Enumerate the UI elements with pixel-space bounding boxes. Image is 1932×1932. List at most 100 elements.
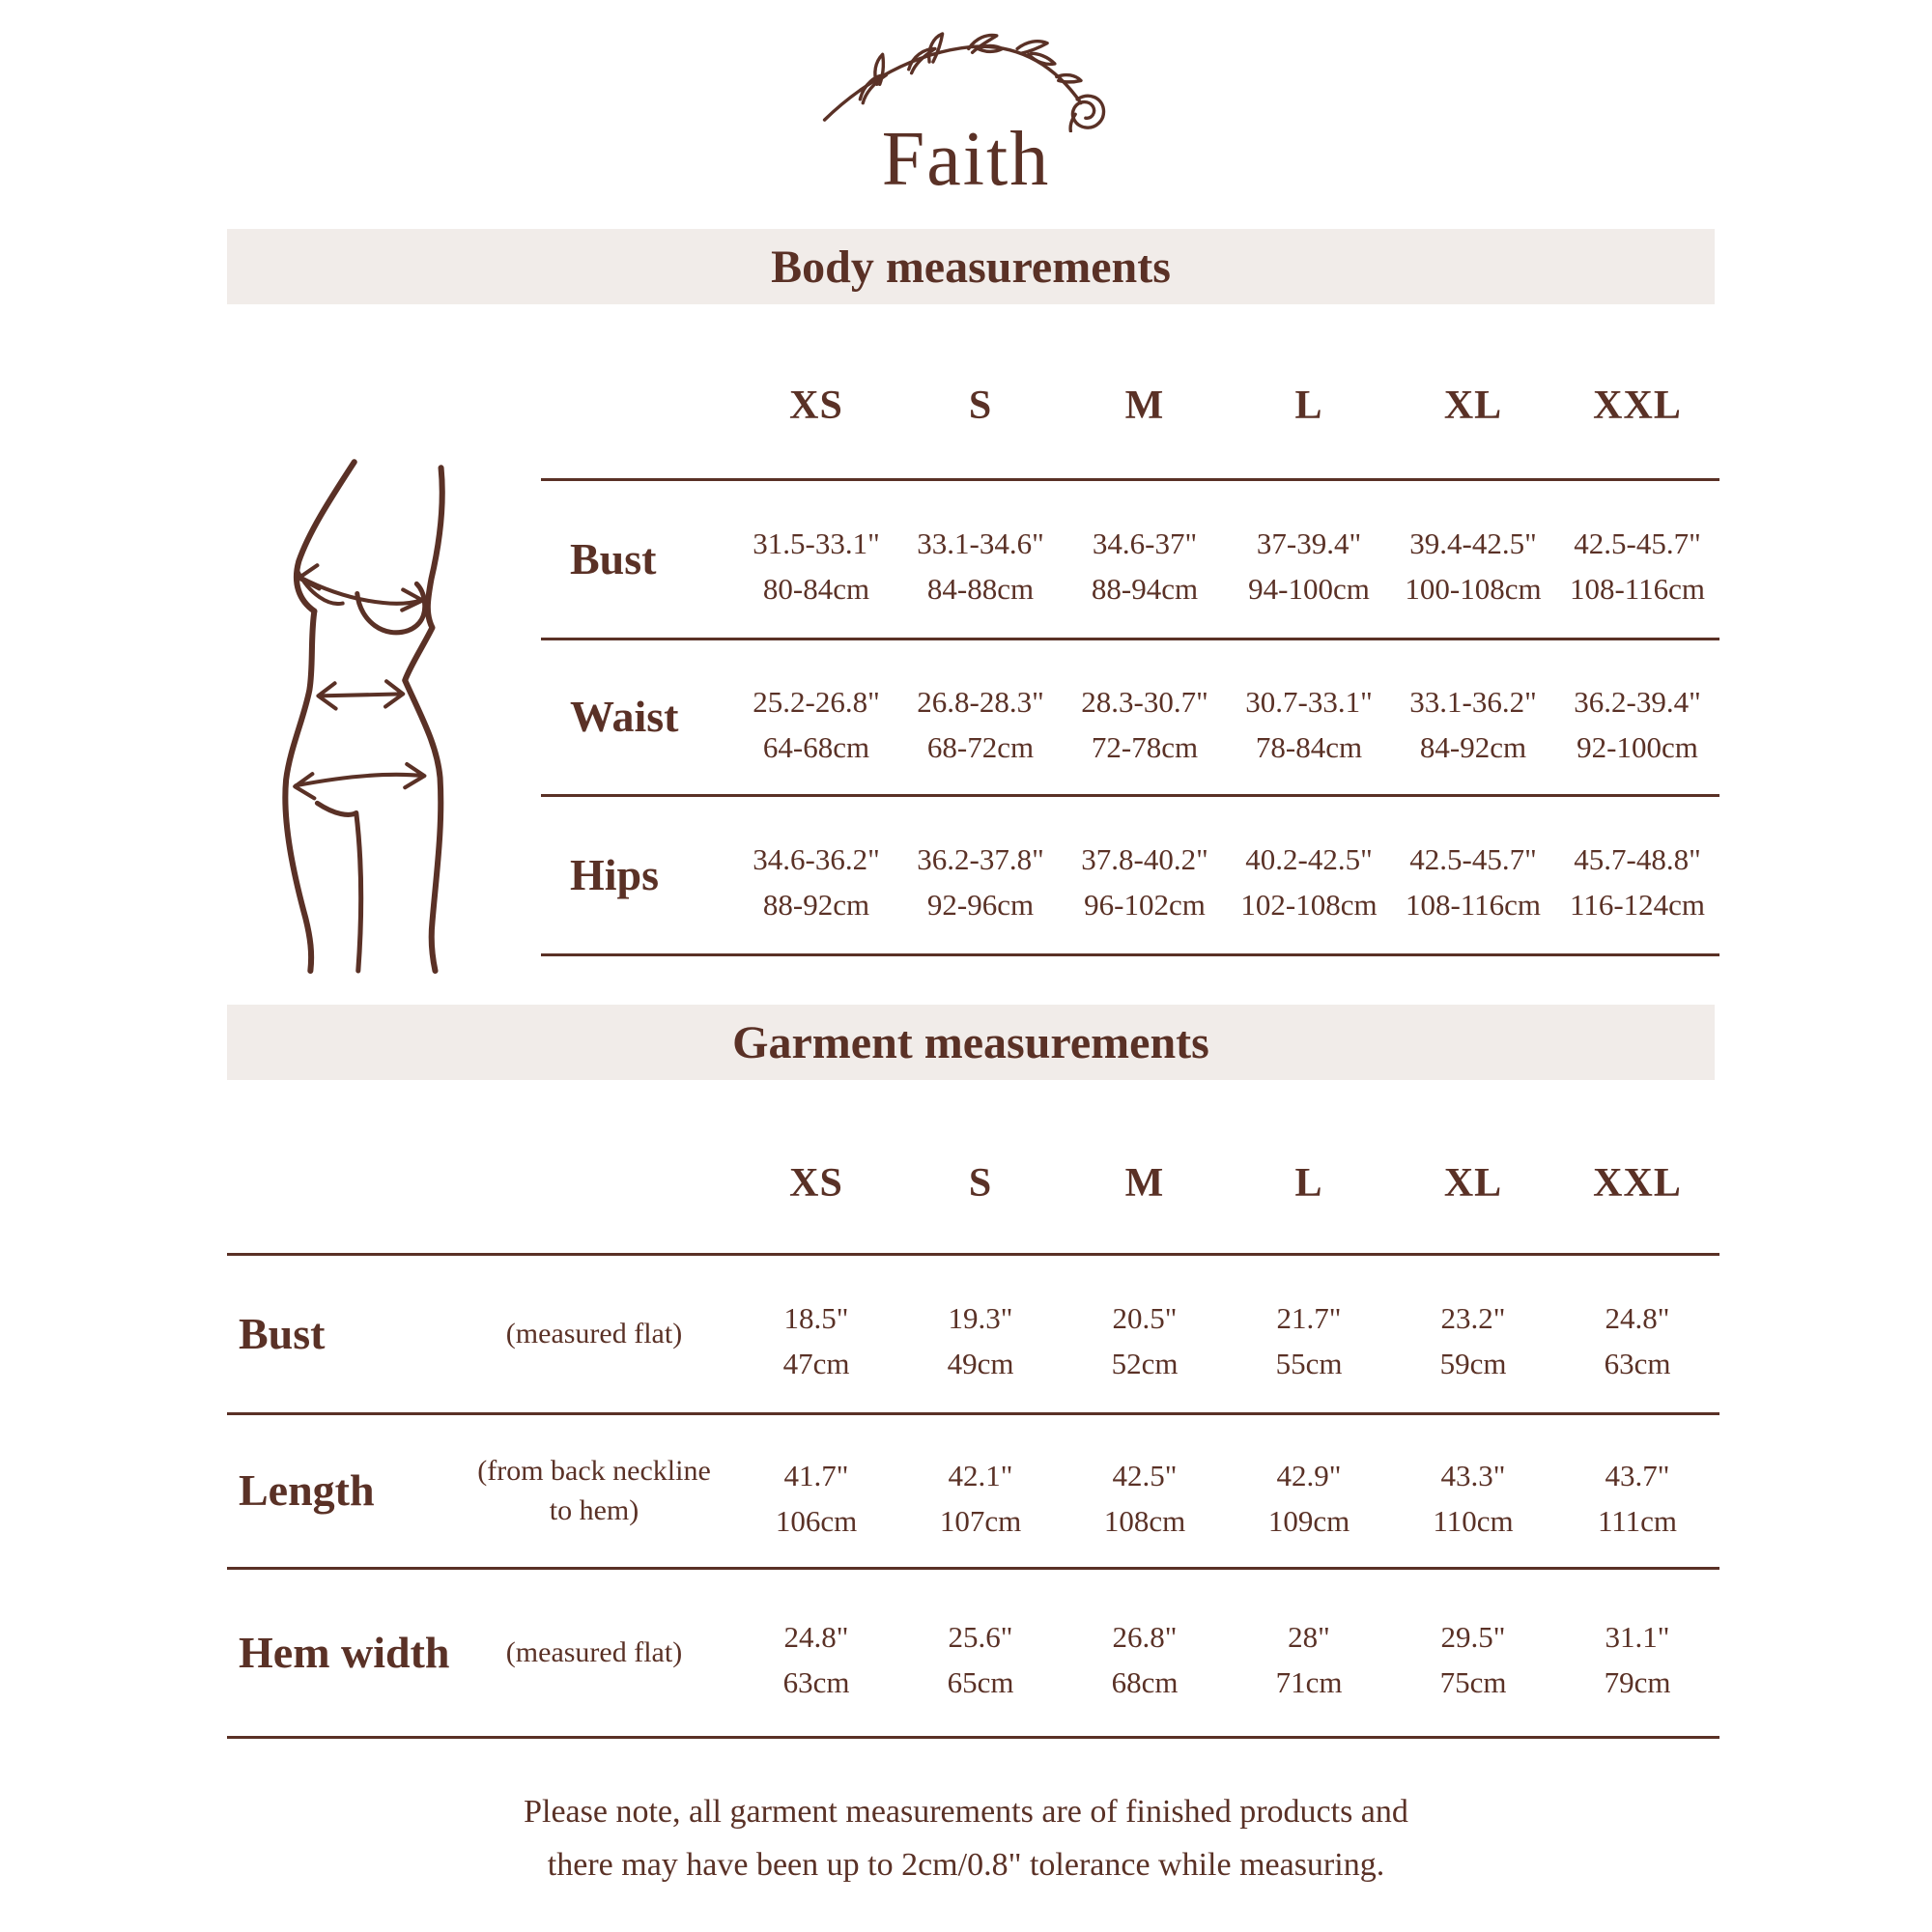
value-cm: 52cm — [1111, 1347, 1179, 1380]
value-inches: 40.2-42.5" — [1245, 842, 1373, 876]
value-cm: 110cm — [1433, 1503, 1514, 1538]
value-inches: 26.8" — [1112, 1620, 1178, 1654]
value-cm: 80-84cm — [762, 572, 870, 606]
value-inches: 18.5" — [783, 1301, 849, 1335]
body-hips-m: 37.8-40.2" 96-102cm — [1063, 823, 1227, 927]
value-inches: 28" — [1288, 1620, 1330, 1654]
value-inches: 43.3" — [1440, 1458, 1506, 1492]
garment-row-note: (measured flat) — [505, 1635, 683, 1668]
value-cm: 63cm — [782, 1665, 850, 1699]
value-inches: 42.5-45.7" — [1574, 526, 1701, 560]
garment-size-s: S — [968, 1160, 993, 1206]
body-hips-xxl: 45.7-48.8" 116-124cm — [1555, 823, 1719, 927]
value-inches: 23.2" — [1440, 1301, 1506, 1335]
garment-bust-l: 21.7" 55cm — [1227, 1282, 1391, 1386]
brand-name: Faith — [881, 117, 1051, 202]
value-inches: 34.6-37" — [1092, 526, 1198, 560]
value-cm: 71cm — [1275, 1665, 1343, 1699]
value-cm: 102-108cm — [1240, 888, 1378, 922]
value-cm: 111cm — [1597, 1503, 1678, 1538]
body-size-l: L — [1294, 384, 1323, 428]
value-cm: 94-100cm — [1248, 572, 1370, 606]
garment-length-s: 42.1" 107cm — [898, 1439, 1063, 1544]
garment-bust-xl: 23.2" 59cm — [1391, 1282, 1555, 1386]
garment-length-xs: 41.7" 106cm — [734, 1439, 898, 1544]
value-cm: 116-124cm — [1569, 888, 1706, 922]
body-bust-l: 37-39.4" 94-100cm — [1227, 507, 1391, 611]
garment-measurements-table: XS S M L XL XXL Bust (measured flat) 18.… — [227, 1080, 1719, 1739]
body-size-m: M — [1124, 384, 1165, 428]
value-inches: 42.9" — [1276, 1458, 1342, 1492]
value-cm: 109cm — [1267, 1503, 1350, 1538]
value-cm: 96-102cm — [1084, 888, 1206, 922]
garment-bust-m: 20.5" 52cm — [1063, 1282, 1227, 1386]
garment-bust-xxl: 24.8" 63cm — [1555, 1282, 1719, 1386]
value-cm: 100-108cm — [1405, 572, 1542, 606]
garment-size-l: L — [1294, 1160, 1323, 1206]
body-row-bust: Bust 31.5-33.1" 80-84cm 33.1-34.6" 84-88… — [541, 481, 1719, 640]
body-waist-l: 30.7-33.1" 78-84cm — [1227, 666, 1391, 770]
body-bust-xl: 39.4-42.5" 100-108cm — [1391, 507, 1555, 611]
value-inches: 36.2-37.8" — [917, 842, 1044, 876]
garment-row-note: (from back neckline to hem) — [477, 1455, 711, 1526]
body-size-s: S — [968, 384, 993, 428]
body-measurements-table: XS S M L XL XXL Bust 31.5-33.1" 80-84cm … — [541, 304, 1719, 956]
garment-hem-s: 25.6" 65cm — [898, 1601, 1063, 1705]
body-bust-s: 33.1-34.6" 84-88cm — [898, 507, 1063, 611]
branch-with-rose-icon — [822, 32, 1106, 132]
value-cm: 49cm — [947, 1347, 1014, 1380]
body-hips-s: 36.2-37.8" 92-96cm — [898, 823, 1063, 927]
value-cm: 108-116cm — [1405, 888, 1542, 922]
garment-bust-s: 19.3" 49cm — [898, 1282, 1063, 1386]
value-inches: 41.7" — [783, 1458, 849, 1492]
body-waist-xs: 25.2-26.8" 64-68cm — [734, 666, 898, 770]
value-cm: 84-92cm — [1419, 729, 1527, 764]
body-waist-xl: 33.1-36.2" 84-92cm — [1391, 666, 1555, 770]
value-inches: 24.8" — [783, 1620, 849, 1654]
value-inches: 42.5-45.7" — [1409, 842, 1537, 876]
value-cm: 65cm — [947, 1665, 1014, 1699]
value-cm: 68cm — [1111, 1665, 1179, 1699]
value-cm: 63cm — [1604, 1347, 1671, 1380]
value-inches: 39.4-42.5" — [1409, 526, 1537, 560]
value-inches: 24.8" — [1605, 1301, 1670, 1335]
body-bust-m: 34.6-37" 88-94cm — [1063, 507, 1227, 611]
body-row-label: Bust — [570, 533, 657, 583]
value-inches: 21.7" — [1276, 1301, 1342, 1335]
value-cm: 84-88cm — [926, 572, 1035, 606]
tolerance-note-line-2: there may have been up to 2cm/0.8" toler… — [547, 1847, 1385, 1884]
garment-row-label: Hem width — [239, 1627, 450, 1677]
body-measurements-header: Body measurements — [227, 229, 1715, 304]
garment-hem-xs: 24.8" 63cm — [734, 1601, 898, 1705]
body-size-xl: XL — [1443, 384, 1503, 428]
body-waist-s: 26.8-28.3" 68-72cm — [898, 666, 1063, 770]
value-inches: 43.7" — [1605, 1458, 1670, 1492]
brand-logo: Faith — [0, 24, 1932, 198]
garment-size-header-row: XS S M L XL XXL — [227, 1080, 1719, 1256]
value-cm: 92-100cm — [1577, 729, 1698, 764]
body-row-label: Waist — [570, 692, 679, 742]
value-cm: 72-78cm — [1091, 729, 1199, 764]
body-hips-xl: 42.5-45.7" 108-116cm — [1391, 823, 1555, 927]
body-measurements-title: Body measurements — [771, 241, 1171, 293]
value-inches: 19.3" — [948, 1301, 1013, 1335]
value-cm: 108cm — [1103, 1503, 1186, 1538]
value-cm: 92-96cm — [926, 888, 1035, 922]
value-cm: 75cm — [1439, 1665, 1507, 1699]
body-hips-xs: 34.6-36.2" 88-92cm — [734, 823, 898, 927]
value-cm: 106cm — [775, 1503, 858, 1538]
body-row-label: Hips — [570, 849, 660, 899]
value-cm: 88-92cm — [762, 888, 870, 922]
value-inches: 25.2-26.8" — [753, 684, 880, 719]
value-inches: 37-39.4" — [1256, 526, 1362, 560]
value-cm: 108-116cm — [1569, 572, 1706, 606]
value-cm: 107cm — [939, 1503, 1022, 1538]
value-cm: 78-84cm — [1255, 729, 1363, 764]
garment-hem-m: 26.8" 68cm — [1063, 1601, 1227, 1705]
value-inches: 29.5" — [1440, 1620, 1506, 1654]
value-inches: 36.2-39.4" — [1574, 684, 1701, 719]
garment-hem-xl: 29.5" 75cm — [1391, 1601, 1555, 1705]
value-inches: 30.7-33.1" — [1245, 684, 1373, 719]
garment-row-hem-width: Hem width (measured flat) 24.8" 63cm 25.… — [227, 1570, 1719, 1739]
value-cm: 47cm — [782, 1347, 850, 1380]
